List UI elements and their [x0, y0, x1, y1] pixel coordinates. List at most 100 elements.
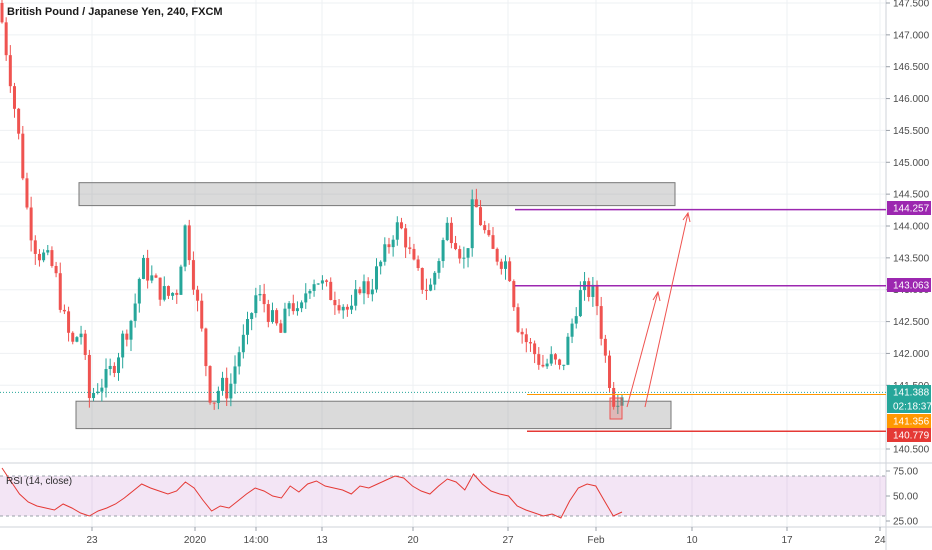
candle-body — [62, 309, 66, 312]
candle-body — [512, 281, 516, 308]
candle-body — [325, 280, 329, 282]
candle-body — [225, 377, 229, 399]
candle-body — [358, 289, 362, 294]
candle-body — [441, 240, 445, 262]
candle-body — [283, 308, 287, 333]
projection-arrow-2 — [626, 291, 659, 408]
candle-body — [158, 277, 162, 300]
candle-body — [420, 268, 424, 290]
candle-body — [0, 3, 4, 23]
candle-body — [67, 311, 71, 333]
candle-body — [474, 199, 478, 208]
candle-body — [553, 354, 557, 360]
price-tag-label: 140.779 — [893, 431, 930, 442]
candle-body — [458, 249, 462, 259]
candle-body — [516, 307, 520, 332]
price-tag-label: 143.063 — [893, 281, 930, 292]
candle-body — [379, 261, 383, 267]
candle-body — [599, 306, 603, 339]
candle-body — [316, 283, 320, 285]
price-tag-bg — [887, 399, 931, 413]
support-zone — [75, 400, 672, 430]
time-tick-label: 17 — [781, 535, 793, 546]
time-tick-label: 20 — [407, 535, 419, 546]
candle-body — [187, 225, 191, 261]
candle-body — [287, 303, 291, 309]
candle-body — [466, 248, 470, 258]
candle-body — [96, 391, 100, 393]
candle-body — [275, 310, 279, 324]
candle-body — [541, 364, 545, 367]
candle-body — [166, 286, 170, 296]
price-tick-label: 145.500 — [893, 126, 930, 137]
candle-body — [33, 240, 37, 254]
rsi-tick-label: 25.00 — [893, 517, 918, 528]
chart-title: British Pound / Japanese Yen, 240, FXCM — [7, 6, 223, 18]
levels — [0, 208, 886, 432]
candle-body — [183, 225, 187, 267]
candle-body — [4, 22, 8, 56]
candle-body — [258, 293, 262, 296]
candle-body — [566, 336, 570, 365]
candle-body — [112, 365, 116, 373]
rsi-tick-label: 50.00 — [893, 492, 918, 503]
price-tag-bg — [887, 385, 931, 399]
candle-body — [528, 342, 532, 344]
candle-body — [370, 289, 374, 295]
candle-body — [246, 319, 250, 335]
candle-body — [108, 365, 112, 370]
candle-body — [179, 266, 183, 295]
candle-body — [391, 239, 395, 248]
price-tick-label: 143.500 — [893, 253, 930, 264]
candle-body — [616, 405, 620, 407]
candle-body — [254, 295, 258, 314]
candle-body — [92, 392, 96, 399]
rsi-line — [1, 467, 623, 519]
candle-body — [270, 310, 274, 322]
price-tick-label: 145.000 — [893, 158, 930, 169]
candle-body — [191, 260, 195, 290]
candle-body — [171, 292, 175, 296]
candle-body — [408, 247, 412, 249]
candle-body — [216, 390, 220, 403]
rsi-title: RSI (14, close) — [6, 476, 72, 487]
rsi-panel — [0, 467, 886, 519]
candles — [0, 0, 624, 417]
price-tick-label: 144.500 — [893, 190, 930, 201]
candle-body — [487, 230, 491, 236]
price-tick-label: 146.000 — [893, 94, 930, 105]
time-tick-label: 27 — [502, 535, 514, 546]
price-tick-label: 140.500 — [893, 445, 930, 456]
candle-body — [125, 333, 129, 340]
time-tick-label: 2020 — [184, 535, 207, 546]
candle-body — [387, 244, 391, 248]
candle-body — [295, 308, 299, 312]
candle-body — [12, 86, 16, 109]
rsi-axis: 75.00 50.00 25.00 — [886, 467, 918, 528]
candle-body — [503, 261, 507, 269]
candle-body — [196, 289, 200, 301]
candle-body — [312, 284, 316, 291]
candle-body — [212, 402, 216, 404]
candle-body — [404, 228, 408, 248]
zones — [75, 182, 676, 430]
candle-body — [562, 364, 566, 366]
projection-arrows — [609, 211, 691, 420]
rsi-tick-label: 75.00 — [893, 467, 918, 478]
candle-body — [104, 369, 108, 388]
candle-body — [100, 387, 104, 392]
candle-body — [341, 306, 345, 311]
candle-body — [29, 207, 33, 241]
candle-body — [470, 199, 474, 249]
candle-body — [121, 333, 125, 358]
candle-body — [46, 250, 50, 253]
candle-body — [229, 383, 233, 399]
candle-body — [399, 222, 403, 229]
candle-body — [424, 289, 428, 291]
candle-body — [416, 259, 420, 269]
candle-body — [578, 290, 582, 317]
candle-body — [437, 261, 441, 273]
candle-body — [79, 333, 83, 338]
candle-body — [337, 305, 341, 311]
